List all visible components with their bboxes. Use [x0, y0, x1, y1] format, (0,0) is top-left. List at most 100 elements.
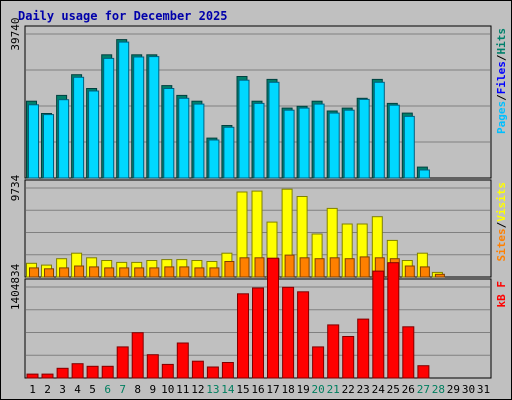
bar-sites-8 [134, 267, 145, 278]
bar-kb-f-27 [417, 365, 430, 379]
x-tick-label: 7 [119, 383, 126, 396]
bar-sites-23 [359, 256, 370, 278]
bar-kb-f-19 [297, 291, 310, 379]
x-tick-label: 1 [29, 383, 36, 396]
x-tick-label: 2 [44, 383, 51, 396]
bar-kb-f-4 [71, 363, 84, 379]
legend-entry: Hits [495, 28, 508, 55]
legend: Pages/Files/Hits [495, 28, 508, 134]
x-tick-label: 27 [417, 383, 430, 396]
bar-pages-7 [118, 41, 130, 179]
y-max-label: 9734 [9, 174, 22, 201]
bar-kb-f-10 [161, 363, 174, 379]
bar-pages-5 [88, 90, 100, 179]
x-axis-labels: 1 2 3 4 5 6 7 8 9 10 11 12 13 14 15 16 17 18 19 20 21 22 23 24 2… [29, 383, 490, 396]
bar-kb-f-3 [56, 367, 69, 379]
bar-sites-26 [404, 265, 415, 278]
bar-kb-f-18 [282, 286, 295, 379]
x-tick-label: 14 [221, 383, 235, 396]
x-tick-label: 4 [74, 383, 81, 396]
bar-sites-19 [299, 257, 310, 278]
x-tick-label: 8 [134, 383, 141, 396]
bar-sites-12 [194, 267, 205, 278]
chart-title: Daily usage for December 2025 [18, 9, 228, 23]
bar-sites-6 [104, 267, 115, 278]
bar-kb-f-16 [252, 287, 264, 379]
bar-kb-f-5 [86, 365, 99, 379]
bar-sites-9 [149, 267, 160, 278]
x-tick-label: 21 [327, 383, 340, 396]
x-tick-label: 12 [191, 383, 204, 396]
bar-sites-3 [59, 267, 70, 278]
x-tick-label: 3 [59, 383, 66, 396]
x-tick-label: 30 [462, 383, 475, 396]
bar-sites-16 [254, 257, 265, 278]
x-tick-label: 15 [236, 383, 249, 396]
x-tick-label: 23 [357, 383, 370, 396]
bar-kb-f-15 [237, 293, 249, 379]
bar-sites-22 [344, 258, 355, 278]
bar-pages-19 [298, 107, 310, 179]
bar-pages-27 [418, 169, 430, 179]
bar-kb-f-13 [206, 366, 219, 379]
bar-kb-f-21 [327, 324, 340, 379]
bar-kb-f-22 [342, 336, 355, 379]
bar-pages-22 [343, 109, 355, 179]
bar-kb-f-7 [116, 346, 129, 379]
bar-sites-5 [89, 266, 100, 278]
bar-sites-14 [224, 261, 235, 278]
y-max-label: 39740 [9, 17, 22, 50]
bar-pages-13 [208, 139, 220, 179]
legend-entry: Pages [495, 101, 508, 134]
bar-pages-6 [103, 57, 115, 179]
legend-entry: Files [495, 61, 508, 94]
bar-kb-f-25 [387, 262, 400, 379]
x-tick-label: 18 [281, 383, 294, 396]
x-tick-label: 26 [402, 383, 415, 396]
bar-kb-f-14 [221, 362, 234, 379]
bar-kb-f-24 [372, 270, 385, 379]
bar-pages-14 [223, 126, 235, 179]
legend: Sites/Visits [495, 182, 508, 262]
bar-pages-25 [388, 104, 400, 179]
legend-entry: kB F [495, 281, 508, 308]
bar-pages-24 [373, 81, 385, 179]
bar-sites-1 [29, 267, 39, 278]
bar-kb-f-23 [357, 318, 370, 379]
bar-kb-f-20 [312, 346, 325, 379]
x-tick-label: 28 [432, 383, 445, 396]
bar-sites-18 [284, 254, 295, 278]
bar-pages-15 [238, 79, 250, 179]
bar-pages-23 [358, 98, 370, 179]
bar-pages-2 [43, 114, 54, 179]
legend-entry: / [495, 54, 508, 61]
bar-sites-21 [329, 257, 340, 278]
panel-visits-sites: 9734 Sites/Visits [9, 174, 508, 278]
bar-pages-21 [328, 112, 340, 179]
bar-kb-f-6 [101, 365, 114, 379]
bar-sites-28 [434, 273, 445, 278]
bar-sites-20 [314, 258, 325, 278]
bar-pages-20 [313, 103, 325, 179]
bar-sites-13 [209, 267, 220, 278]
bar-sites-10 [164, 266, 175, 278]
bar-kb-f-12 [191, 360, 204, 379]
x-tick-label: 5 [89, 383, 96, 396]
bar-pages-26 [403, 115, 415, 179]
bar-kb-f-8 [131, 332, 144, 379]
bar-sites-4 [74, 265, 85, 278]
x-tick-label: 13 [206, 383, 219, 396]
bar-sites-15 [239, 257, 250, 278]
legend-entry: Sites [495, 228, 508, 261]
x-tick-label: 11 [176, 383, 189, 396]
bar-kb-f-9 [146, 354, 159, 379]
x-tick-label: 20 [311, 383, 324, 396]
bar-kb-f-11 [176, 342, 189, 379]
bar-sites-11 [179, 266, 190, 278]
bar-pages-17 [268, 81, 280, 179]
bar-pages-12 [193, 103, 205, 179]
bar-sites-7 [119, 267, 130, 278]
bar-pages-1 [28, 104, 39, 179]
